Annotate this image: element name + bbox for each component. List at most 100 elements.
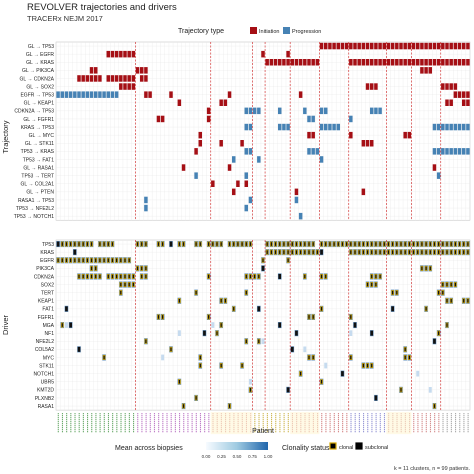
driver-cell-clonal [169,346,173,352]
driver-cell-clonal [244,338,248,344]
mean-tick-label: 0.50 [233,454,242,459]
driver-cell-clonal [399,249,403,255]
driver-cell-clonal [86,257,89,263]
driver-cell-clonal [157,314,160,320]
driver-cell-clonal [445,282,449,288]
trajectory-cell-progression [319,107,324,115]
trajectory-cell-initiation [227,91,232,98]
driver-cell-clonal [119,282,123,288]
driver-cell-clonal [198,354,202,360]
legend-clonal-label: clonal [339,445,353,451]
driver-cell-clonal [366,249,369,255]
trajectory-cell-progression [307,115,311,123]
driver-panel: TP53 KRAS EGFR PIK3CA CDKN2A SOX2 TERT KEAP1 FAT… [33,239,471,435]
driver-cell-clonal [382,249,386,255]
trajectory-cell-initiation [369,59,374,66]
row-label: SOX2 [41,282,55,288]
trajectory-cell-progression [81,91,85,98]
legend-initiation-swatch [250,27,257,34]
trajectory-cell-initiation [390,59,395,66]
driver-cell-clonal [119,273,123,279]
driver-cell-subclonal [169,241,173,247]
trajectory-cell-progression [89,91,94,98]
trajectory-cell-initiation [420,67,424,74]
trajectory-cell-initiation [457,91,462,98]
driver-cell-clonal [324,273,328,279]
trajectory-cell-initiation [424,59,428,66]
trajectory-cell-progression [257,107,261,115]
trajectory-cell-progression [77,91,81,98]
driver-cell-clonal [466,241,470,247]
driver-cell-low-mean [416,370,420,377]
driver-cell-clonal [106,273,110,279]
figure-title: REVOLVER trajectories and drivers [27,2,177,13]
trajectory-cell-initiation [307,131,311,139]
driver-cell-clonal [265,241,269,247]
driver-cell-clonal [73,241,77,247]
trajectory-cell-initiation [378,59,382,66]
driver-cell-clonal [90,241,93,247]
driver-cell-clonal [286,249,290,255]
driver-cell-clonal [207,314,210,320]
trajectory-cell-initiation [286,50,290,58]
trajectory-cell-initiation [344,42,349,50]
row-label: GL → RASA1 [23,165,54,171]
trajectory-cell-initiation [261,50,265,58]
trajectory-cell-initiation [453,42,458,50]
driver-cell-clonal [224,298,227,304]
driver-cell-clonal [458,249,461,255]
trajectory-cell-initiation [424,67,428,74]
driver-cell-clonal [378,241,382,247]
row-label: RASA1 → TP53 [18,198,54,204]
trajectory-cell-initiation [160,115,165,123]
trajectory-cell-initiation [156,115,161,123]
driver-cell-clonal [307,249,311,255]
driver-cell-low-mean [177,330,181,336]
trajectory-cell-initiation [382,42,387,50]
trajectory-cell-initiation [436,42,441,50]
driver-cell-clonal [102,354,106,360]
trajectory-cell-initiation [131,50,136,58]
driver-cell-subclonal [370,330,374,336]
row-label: PLXNB2 [35,396,54,402]
driver-cell-clonal [462,249,466,255]
driver-cell-clonal [98,241,102,247]
trajectory-cell-initiation [445,99,449,106]
mean-tick-label: 0.00 [202,454,211,459]
trajectory-cell-progression [277,123,282,131]
trajectory-cell-progression [319,156,324,163]
trajectory-cell-initiation [449,42,453,50]
trajectory-cell-progression [286,123,290,131]
trajectory-cell-progression [248,196,253,204]
driver-cell-clonal [341,241,344,247]
driver-cell-clonal [207,273,210,279]
driver-cell-clonal [119,257,123,263]
trajectory-cell-initiation [123,50,127,58]
driver-cell-subclonal [203,330,206,336]
driver-cell-clonal [228,241,231,247]
driver-cell-clonal [374,241,378,247]
trajectory-cell-progression [102,91,106,98]
trajectory-cell-progression [432,148,437,155]
trajectory-cell-progression [144,196,148,204]
driver-cell-clonal [106,241,110,247]
driver-cell-clonal [362,249,365,255]
trajectory-cell-initiation [449,83,453,90]
driver-cell-clonal [311,249,315,255]
driver-cell-clonal [307,354,311,360]
driver-cell-clonal [353,241,357,247]
driver-cell-clonal [257,338,261,344]
trajectory-cell-progression [294,196,299,204]
trajectory-cell-initiation [415,42,420,50]
driver-cell-clonal [462,241,466,247]
row-label: TP53 → FAT1 [23,157,55,163]
trajectory-cell-initiation [131,83,136,90]
driver-cell-clonal [328,241,332,247]
driver-cell-clonal [102,241,106,247]
trajectory-cell-initiation [441,42,445,50]
driver-cell-low-mean [349,330,353,336]
driver-cell-clonal [215,330,219,336]
trajectory-cell-initiation [411,42,416,50]
driver-axis-title: Driver [1,314,10,335]
driver-cell-clonal [136,241,139,247]
